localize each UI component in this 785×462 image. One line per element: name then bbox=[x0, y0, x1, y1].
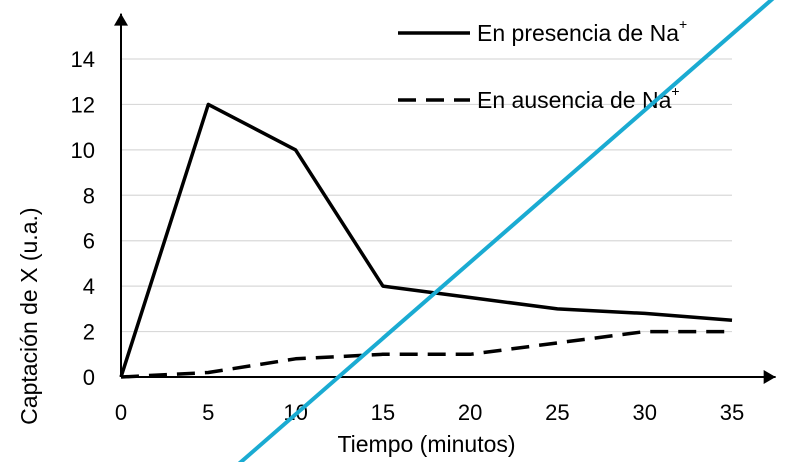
y-tick-label: 14 bbox=[71, 47, 95, 72]
y-tick-label: 0 bbox=[83, 365, 95, 390]
series-lines bbox=[119, 102, 733, 379]
y-tick-label: 2 bbox=[83, 320, 95, 345]
x-tick-label: 5 bbox=[202, 400, 214, 425]
x-tick-label: 15 bbox=[371, 400, 395, 425]
overlay-diagonal-line bbox=[237, 0, 775, 462]
x-tick-label: 0 bbox=[115, 400, 127, 425]
y-axis-arrow bbox=[114, 13, 128, 26]
x-axis-title: Tiempo (minutos) bbox=[337, 431, 515, 457]
y-axis-title: Captación de X (u.a.) bbox=[16, 207, 42, 424]
y-tick-labels: 0 2 4 6 8 10 12 14 bbox=[71, 47, 95, 390]
y-tick-label: 8 bbox=[83, 183, 95, 208]
y-tick-label: 6 bbox=[83, 229, 95, 254]
series-line-2 bbox=[120, 329, 732, 379]
x-tick-labels: 05101520253035 bbox=[115, 400, 744, 425]
x-tick-label: 20 bbox=[458, 400, 482, 425]
axes bbox=[114, 13, 776, 384]
y-tick-label: 12 bbox=[71, 92, 95, 117]
series-line-1 bbox=[119, 102, 733, 378]
grid-lines bbox=[121, 58, 732, 333]
y-tick-label: 4 bbox=[83, 274, 95, 299]
legend-label-1: En presencia de Na+ bbox=[477, 16, 687, 46]
x-axis-arrow bbox=[763, 370, 776, 384]
x-tick-label: 30 bbox=[632, 400, 656, 425]
y-tick-label: 10 bbox=[71, 138, 95, 163]
legend-label-sup: + bbox=[679, 16, 687, 32]
legend: En presencia de Na+En ausencia de Na+ bbox=[398, 16, 687, 113]
x-tick-label: 25 bbox=[545, 400, 569, 425]
legend-label-sup: + bbox=[671, 83, 679, 99]
x-tick-label: 35 bbox=[720, 400, 744, 425]
